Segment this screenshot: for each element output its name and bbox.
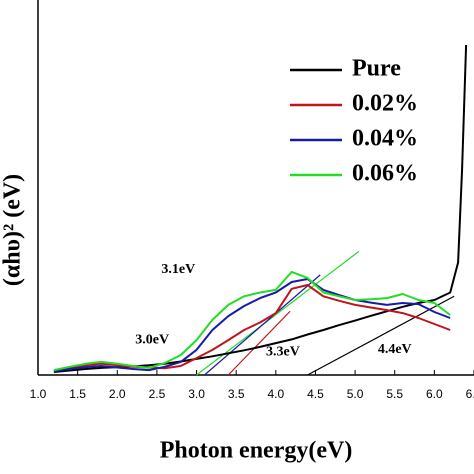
x-tick-label: 2.5 — [149, 387, 166, 401]
tangent-line — [227, 310, 291, 376]
x-tick-label: 6.0 — [426, 387, 443, 401]
x-tick-label: 1.0 — [30, 387, 47, 401]
x-tick-label: 4.5 — [307, 387, 324, 401]
tangent-line — [307, 295, 455, 376]
x-tick-label: 3.5 — [228, 387, 245, 401]
x-tick-label: 5.0 — [347, 387, 364, 401]
x-tick-label: 6.5 — [466, 387, 474, 401]
x-tick-label: 5.5 — [386, 387, 403, 401]
x-tick-label: 4.0 — [267, 387, 284, 401]
y-axis-label: (αhυ)² (eV) — [0, 174, 26, 286]
tangent-line — [204, 274, 321, 376]
annotation: 3.3eV — [266, 344, 300, 359]
legend-label: 0.02% — [352, 91, 418, 117]
x-tick-label: 2.0 — [109, 387, 126, 401]
x-tick-label: 1.5 — [69, 387, 86, 401]
legend-label: 0.06% — [352, 161, 418, 187]
legend-label: 0.04% — [352, 126, 418, 152]
x-axis-label: Photon energy(eV) — [160, 438, 353, 464]
x-tick-label: 3.0 — [188, 387, 205, 401]
annotation: 3.1eV — [161, 262, 195, 277]
legend-label: Pure — [352, 56, 401, 82]
annotation: 3.0eV — [135, 332, 169, 347]
annotation: 4.4eV — [378, 342, 412, 357]
